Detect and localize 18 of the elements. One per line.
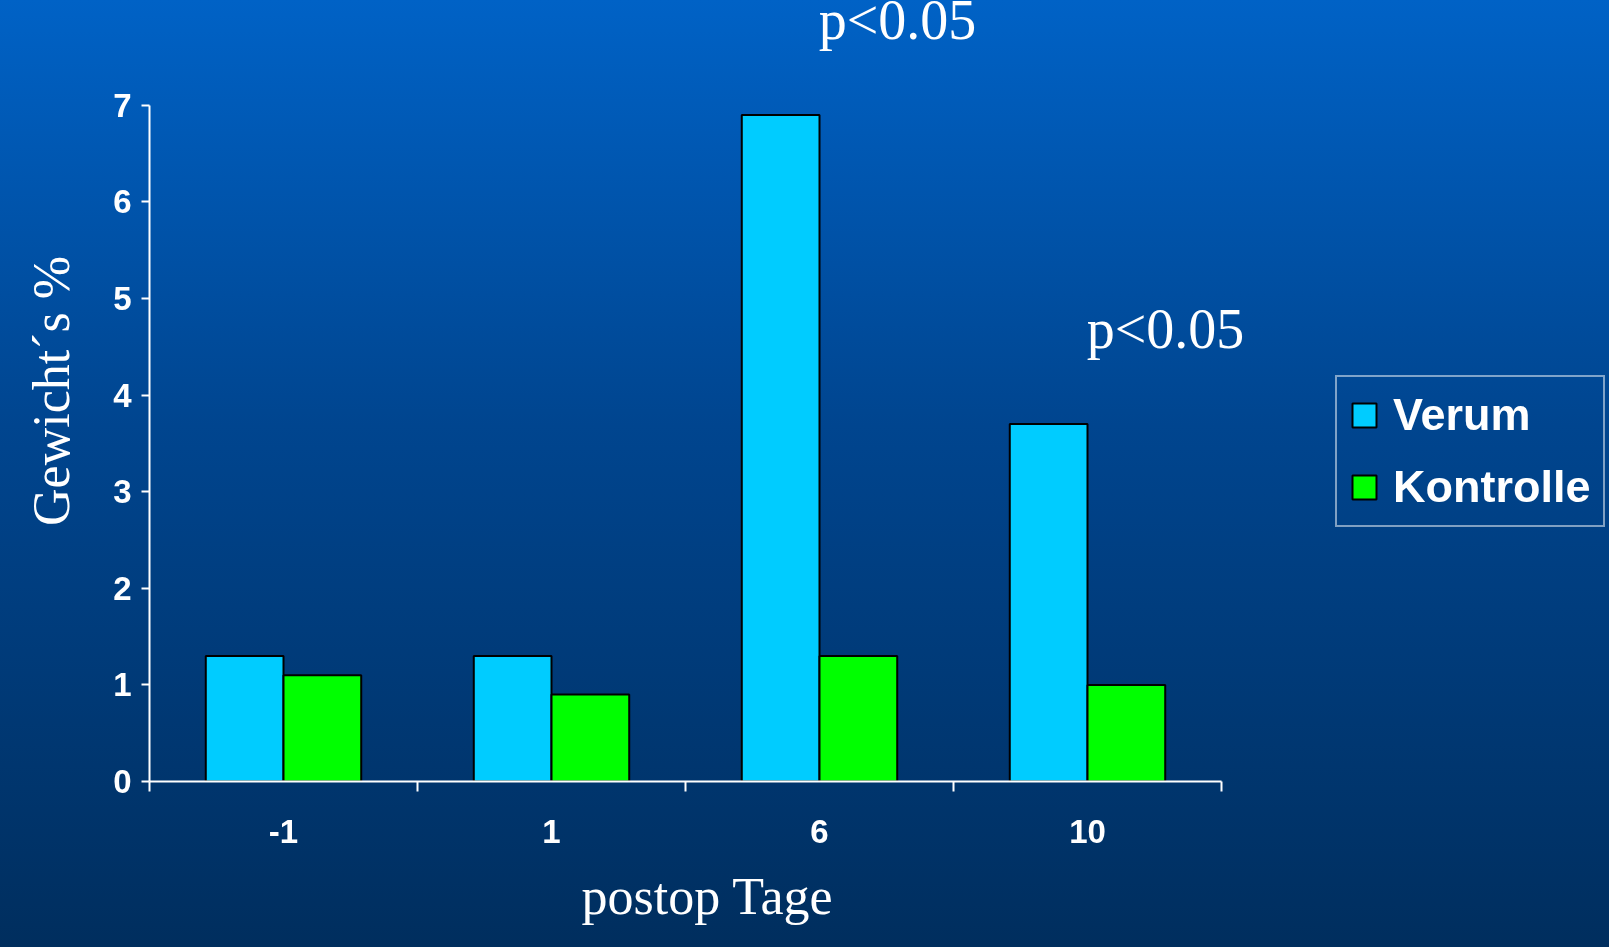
y-tick-label: 0	[113, 763, 132, 800]
annotation: p<0.05	[818, 0, 977, 51]
x-tick-label: 1	[542, 812, 561, 850]
x-tick-label: -1	[268, 812, 299, 850]
y-tick-label: 1	[113, 666, 132, 704]
y-axis-title: Gewicht´s %	[23, 255, 81, 527]
y-tick-label: 4	[113, 376, 133, 414]
y-tick-label: 2	[113, 569, 132, 607]
legend-label: Kontrolle	[1393, 461, 1591, 513]
x-tick-label: 10	[1069, 812, 1106, 850]
y-tick-label: 5	[113, 280, 132, 318]
y-tick-label: 6	[113, 183, 132, 221]
legend-label: Verum	[1393, 389, 1531, 441]
y-tick-label: 3	[113, 473, 132, 511]
annotation: p<0.05	[1086, 298, 1245, 361]
y-tick-label: 7	[113, 86, 132, 124]
x-tick-label: 6	[810, 812, 829, 850]
x-axis-title: postop Tage	[581, 867, 833, 925]
